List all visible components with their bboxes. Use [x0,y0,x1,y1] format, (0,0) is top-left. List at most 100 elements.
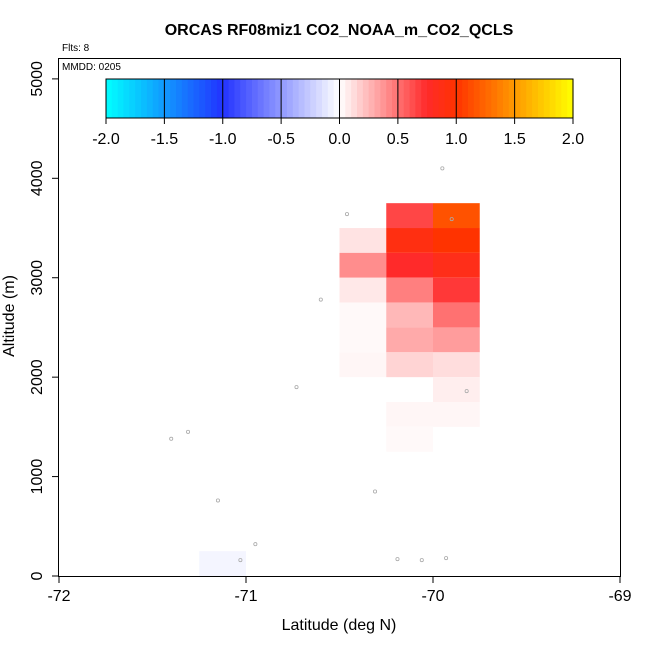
colorbar-segment [526,79,533,118]
colorbar-segment [502,79,510,118]
flight-point [373,489,378,494]
colorbar-segment [397,79,405,118]
colorbar-segment [508,79,516,118]
heatmap-cell [433,203,480,229]
colorbar-segment [392,79,399,118]
colorbar-segment [234,79,241,118]
heatmap-cell [386,327,433,353]
colorbar-tick-label: -0.5 [267,131,295,148]
flight-point [344,212,349,217]
colorbar-segment [158,79,165,118]
colorbar-segment [374,79,381,118]
colorbar-segment [456,79,463,118]
colorbar-tick-label: 2.0 [562,131,584,148]
heatmap-cell [339,352,387,378]
colorbar-segment [485,79,492,118]
flights-label: Flts: 8 [62,43,90,54]
heatmap-cell [386,252,433,278]
colorbar-segment [339,79,346,118]
colorbar-segment [409,79,416,118]
colorbar-segment [199,79,206,118]
colorbar-segment [129,79,136,118]
colorbar-segment [415,79,422,118]
colorbar-segment [176,79,183,118]
flight-point [444,556,449,561]
flight-point [186,429,191,434]
colorbar-segment [362,79,370,118]
colorbar-segment [222,79,230,118]
heatmap-cell [433,377,480,403]
heatmap-cell [339,302,387,328]
flight-point [169,436,174,441]
colorbar-segment [333,79,341,118]
colorbar-segment [444,79,452,118]
heatmap-cell [386,402,433,427]
x-axis: -72 -71 -70 -69 [47,576,632,605]
colorbar-tick-label: 0.0 [328,131,350,148]
colorbar-tick-label: -2.0 [92,131,120,148]
colorbar-segment [141,79,148,118]
colorbar-segment [286,79,294,118]
y-tick-label: 5000 [29,61,46,97]
colorbar-segment [269,79,276,118]
colorbar-segment [205,79,212,118]
flight-point [440,166,445,171]
flight-points [169,166,469,563]
flight-point [253,542,258,547]
heatmap-cell [386,426,433,452]
colorbar-segment [298,79,306,118]
colorbar-segment [514,79,522,118]
x-tick-label: -70 [421,588,444,605]
colorbar-segment [117,79,125,118]
heatmap-cell [386,302,433,328]
heatmap-cell [386,228,433,253]
colorbar-segment [327,79,335,118]
y-tick-label: 1000 [29,459,46,495]
heatmap-cell [386,277,433,303]
heatmap-cell [433,277,480,303]
colorbar-segment [170,79,177,118]
colorbar-segment [216,79,224,118]
colorbar-segment [473,79,481,118]
colorbar-segment [462,79,469,118]
flight-point [395,557,400,562]
colorbar-segment [345,79,352,118]
colorbar-segment [111,79,119,118]
y-tick-label: 0 [29,571,46,580]
colorbar-segment [292,79,300,118]
colorbar-segment [146,79,154,118]
colorbar-tick-label: 1.5 [504,131,526,148]
colorbar-segment [193,79,200,118]
colorbar-segment [106,79,113,118]
colorbar-segment [432,79,440,118]
x-tick-label: -72 [47,588,70,605]
colorbar-segment [561,79,568,118]
colorbar-segment [316,79,323,118]
colorbar-segment [357,79,364,118]
colorbar-tick-label: -1.0 [209,131,237,148]
y-axis-label: Altitude (m) [1,275,18,357]
x-tick-label: -71 [234,588,257,605]
colorbar-segment [427,79,434,118]
colorbar-segment [520,79,527,118]
colorbar-segment [123,79,130,118]
colorbar-segment [403,79,411,118]
colorbar-segment [263,79,271,118]
plot-frame [58,58,621,577]
heatmap-cell [386,203,433,229]
heatmap-cell [433,352,480,378]
colorbar-tick-label: -1.5 [151,131,179,148]
heatmap-cell [199,551,246,576]
heatmap-cell [433,228,480,253]
y-axis: 0 1000 2000 3000 4000 5000 [29,61,59,580]
chart-title: ORCAS RF08miz1 CO2_NOAA_m_CO2_QCLS [165,22,514,39]
colorbar-segment [368,79,376,118]
colorbar-segment [251,79,259,118]
colorbar-segment [187,79,195,118]
colorbar-segment [380,79,387,118]
colorbar-segment [321,79,329,118]
colorbar-segment [549,79,557,118]
heatmap-cell [339,327,387,353]
colorbar-segment [257,79,265,118]
